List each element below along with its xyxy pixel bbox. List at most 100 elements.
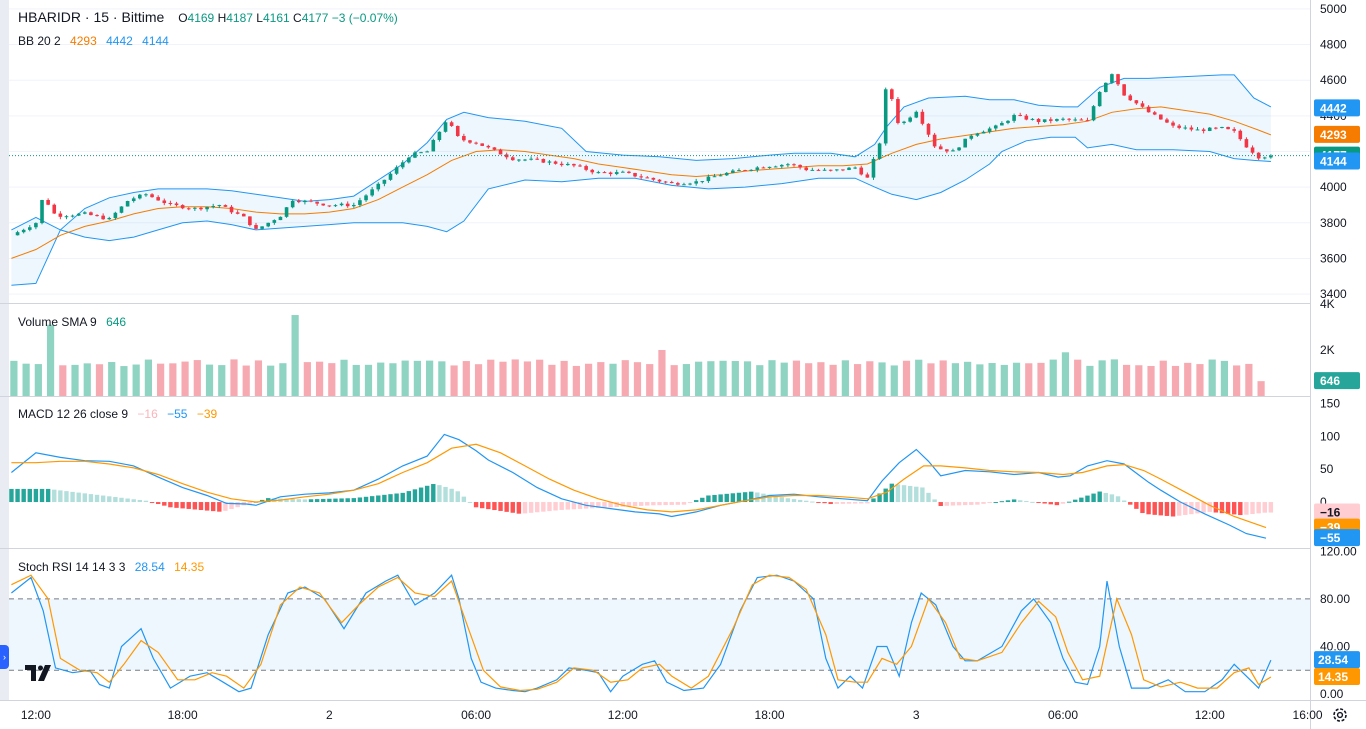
candle-body [773,166,778,168]
stoch-value-label: 28.54 [1318,653,1348,667]
volume-bar [108,362,116,396]
candle-body [694,181,698,184]
candle-body [327,205,332,207]
macd-legend[interactable]: MACD 12 26 close 9 −16 −55 −39 [18,407,223,421]
macd-histogram-bar [174,502,179,508]
macd-histogram-bar [382,494,387,503]
macd-histogram-bar [339,498,344,503]
macd-histogram-bar [956,502,962,506]
macd-histogram-bar [859,502,864,504]
candle-body [352,204,356,207]
candle-body [199,207,203,210]
stoch-axis-tick-label: 0.00 [1320,687,1344,701]
candle-body [969,135,974,139]
candle-body [474,142,478,144]
low-value: 4161 [262,11,290,25]
price-axis-tick-label: 3600 [1320,251,1347,265]
bb-basis-line [11,106,1272,259]
macd-histogram-bar [412,489,418,503]
volume-bar [120,366,128,396]
candle-body [376,183,381,190]
candle-body [871,158,876,178]
macd-histogram-bar [975,502,980,505]
stoch-band-fill [9,598,1310,671]
macd-histogram-bar [1158,502,1164,516]
volume-legend[interactable]: Volume SMA 9 646 [18,315,132,329]
macd-histogram-bar [1036,502,1041,504]
macd-histogram-bar [553,502,558,511]
stoch-legend[interactable]: Stoch RSI 14 14 3 3 28.54 14.35 [18,560,210,574]
volume-bar [1000,364,1008,396]
macd-value-label: −16 [1320,506,1341,520]
macd-histogram-bar [266,498,271,503]
macd-histogram-bar [736,492,742,503]
candle-body [779,164,784,167]
candle-body [590,169,595,173]
macd-histogram-bar [321,498,326,503]
candle-body [1207,127,1212,131]
macd-histogram-bar [82,493,88,503]
macd-histogram-bar [895,484,901,503]
price-axis-tick-label: 4600 [1320,73,1347,87]
macd-histogram-bar [100,495,106,503]
candle-body [394,167,399,174]
candle-body [639,176,643,178]
stoch-value-label: 14.35 [1318,670,1348,684]
macd-histogram-bar [70,491,75,503]
volume-bar [364,364,373,396]
volume-bar [487,359,495,396]
price-axis-tick-label: 3800 [1320,216,1347,230]
macd-axis-tick-label: 150 [1320,397,1340,411]
candle-body [584,166,588,170]
macd-histogram-bar [834,502,839,504]
candle-body [1146,106,1151,113]
macd-histogram-bar [981,502,986,504]
macd-histogram-bar [119,497,124,503]
macd-histogram-bar [461,496,467,503]
candle-body [633,172,637,177]
candle-body [761,167,766,169]
macd-histogram-bar [406,491,412,503]
stoch-d-line [11,574,1272,692]
candle-body [504,154,509,158]
macd-histogram-bar [143,500,149,503]
candle-body [1232,129,1236,131]
candle-body [1159,114,1163,120]
macd-histogram-bar [235,502,240,508]
candle-body [370,189,374,196]
bb-legend[interactable]: BB 20 2 4293 4442 4144 [18,34,175,48]
high-value: 4187 [226,11,253,25]
macd-histogram-bar [1213,502,1219,513]
candle-body [822,169,827,171]
candle-body [951,150,955,152]
volume-value-badge [1314,372,1360,390]
volume-bar [193,360,201,396]
macd-histogram-bar [1030,501,1035,503]
macd-histogram-bar [302,499,308,503]
candle-body [1189,127,1194,130]
macd-axis-tick-label: 50 [1320,462,1334,476]
candle-body [1256,152,1261,159]
volume-bar [915,359,923,396]
macd-histogram-bar [510,502,515,513]
macd-histogram-bar [620,502,626,507]
collapse-arrow-icon[interactable]: › [0,645,9,669]
volume-bar [291,315,299,396]
macd-histogram-bar [1268,502,1274,513]
candle-body [64,216,69,218]
macd-histogram-bar [565,502,570,510]
macd-histogram-bar [64,491,69,503]
macd-histogram-bar [351,498,357,503]
volume-bar [340,359,348,396]
macd-histogram-bar [693,500,699,503]
candle-body [890,89,894,100]
candle-body [101,215,105,220]
macd-histogram-bar [333,498,338,503]
volume-bar [1025,363,1033,396]
volume-bar [658,350,666,396]
gear-icon[interactable] [1331,706,1349,724]
macd-histogram-bar [608,502,613,508]
candle-body [34,223,38,228]
macd-histogram-bar [39,488,45,503]
